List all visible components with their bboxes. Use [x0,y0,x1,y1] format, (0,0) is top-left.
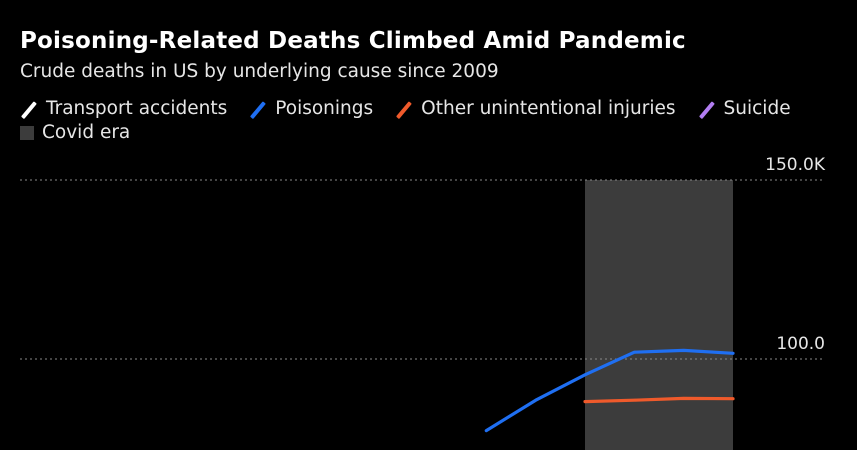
legend-label-transport: Transport accidents [46,98,228,119]
legend: Transport accidents Poisonings Other uni… [20,98,813,119]
legend-item-covid-era: Covid era [20,122,130,143]
legend-label-covid-era: Covid era [42,122,131,143]
legend-swatch-covid-era [20,125,34,140]
legend-item-suicide: Suicide [698,98,791,119]
series-line-other-unintentional-injuries [583,396,735,404]
y-tick-label: 150.0K [765,155,826,175]
chart-title: Poisoning-Related Deaths Climbed Amid Pa… [20,28,686,54]
legend-label-other-injuries: Other unintentional injuries [421,98,676,119]
covid-era-shade [585,180,733,450]
legend-item-other-injuries: Other unintentional injuries [395,98,675,119]
legend-item-transport: Transport accidents [20,98,227,119]
legend-label-poisonings: Poisonings [275,98,374,119]
legend-label-suicide: Suicide [723,98,791,119]
legend-shade: Covid era [20,122,152,143]
chart-subtitle: Crude deaths in US by underlying cause s… [20,61,499,82]
legend-item-poisonings: Poisonings [249,98,373,119]
y-tick-label: 100.0 [776,334,825,354]
series-line-poisonings [484,348,735,433]
